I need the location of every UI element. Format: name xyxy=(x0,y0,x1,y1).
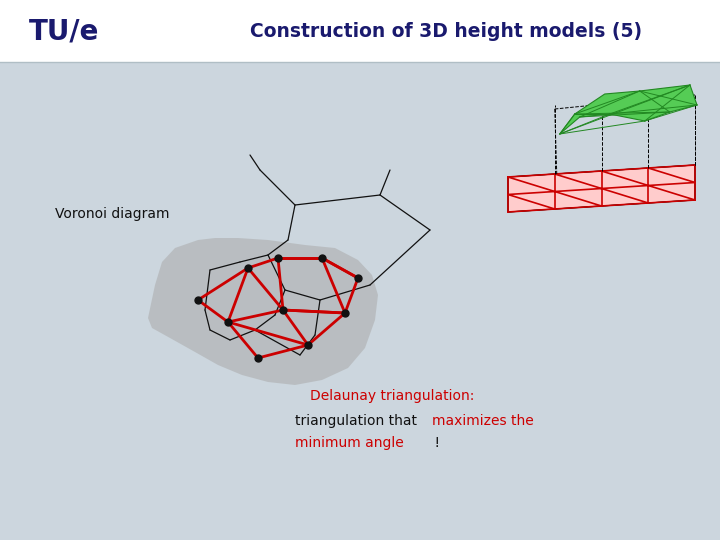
Text: Voronoi diagram: Voronoi diagram xyxy=(55,207,169,221)
Text: maximizes the: maximizes the xyxy=(432,414,534,428)
Polygon shape xyxy=(559,85,697,134)
Polygon shape xyxy=(508,165,695,212)
Text: !: ! xyxy=(430,436,440,450)
Polygon shape xyxy=(148,238,378,385)
Text: triangulation that: triangulation that xyxy=(295,414,421,428)
Text: Delaunay triangulation:: Delaunay triangulation: xyxy=(310,389,474,403)
Text: minimum angle: minimum angle xyxy=(295,436,404,450)
Text: Construction of 3D height models (5): Construction of 3D height models (5) xyxy=(251,22,642,40)
Text: TU/e: TU/e xyxy=(29,17,99,45)
